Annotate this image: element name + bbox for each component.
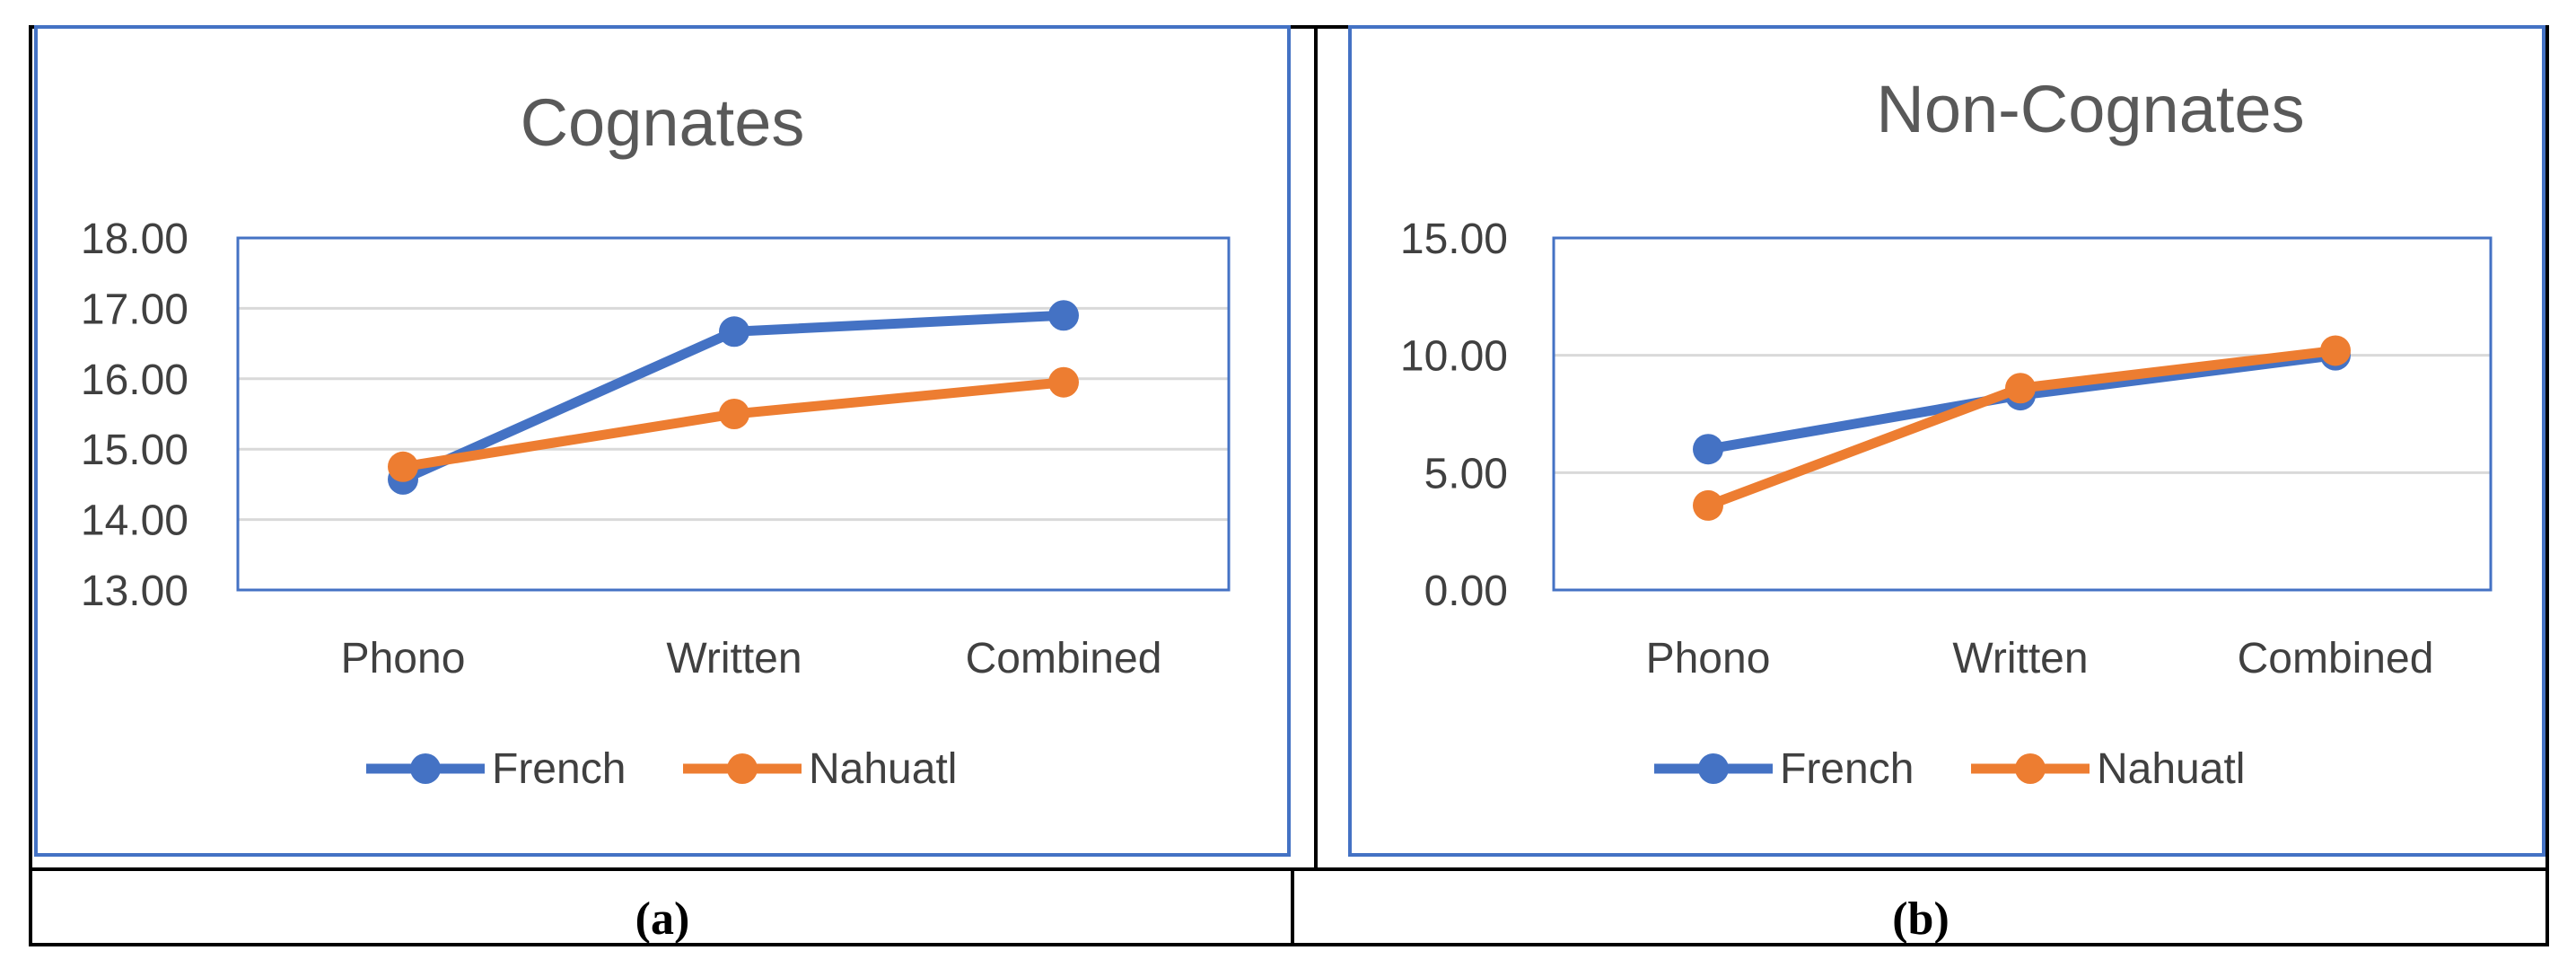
legend-marker-nahuatl xyxy=(2015,753,2046,784)
y-tick-label: 15.00 xyxy=(81,427,188,474)
data-point-nahuatl xyxy=(719,399,749,429)
y-tick-label: 18.00 xyxy=(81,216,188,263)
y-tick-label: 5.00 xyxy=(1424,450,1508,497)
x-tick-labels: Phono Written Combined xyxy=(1646,635,2434,682)
y-tick-labels: 0.00 5.00 10.00 15.00 xyxy=(1400,216,1508,615)
chart-frame-a xyxy=(34,25,1291,857)
legend-label-nahuatl: Nahuatl xyxy=(2097,745,2245,793)
data-point-nahuatl xyxy=(1693,489,1723,521)
plot-area xyxy=(1552,236,2493,592)
x-tick-label: Phono xyxy=(1646,635,1771,682)
y-tick-label: 14.00 xyxy=(81,497,188,545)
chart-frame-b xyxy=(1348,25,2545,857)
data-point-french xyxy=(719,316,749,348)
legend: French Nahuatl xyxy=(366,745,957,793)
data-point-nahuatl xyxy=(388,451,418,482)
y-tick-label: 10.00 xyxy=(1400,333,1508,381)
legend-label-french: French xyxy=(492,745,626,793)
chart-b: Non-Cognates 0.00 5.00 10.00 15.00 Phono Wr… xyxy=(1400,72,2493,793)
y-tick-label: 16.00 xyxy=(81,356,188,404)
y-tick-label: 13.00 xyxy=(81,568,188,615)
chart-title: Non-Cognates xyxy=(1876,72,2304,146)
data-point-french xyxy=(1693,434,1723,465)
x-tick-label: Written xyxy=(1952,635,2088,682)
y-tick-labels: 13.00 14.00 15.00 16.00 17.00 18.00 xyxy=(81,216,188,615)
chart-title: Cognates xyxy=(521,85,805,160)
legend-marker-nahuatl xyxy=(727,753,758,784)
legend-label-french: French xyxy=(1780,745,1914,793)
legend-marker-french xyxy=(410,753,441,784)
data-point-nahuatl xyxy=(2005,373,2036,404)
x-tick-label: Phono xyxy=(341,635,466,682)
x-tick-label: Combined xyxy=(966,635,1162,682)
data-point-nahuatl xyxy=(2320,335,2351,366)
caption-a: (a) xyxy=(635,893,690,945)
caption-b: (b) xyxy=(1892,893,1950,945)
chart-a: Cognates 13.0014.0015.0016.0017.0018.00 … xyxy=(81,85,1231,793)
series-group xyxy=(388,300,1079,495)
y-tick-label: 0.00 xyxy=(1424,568,1508,615)
y-tick-label: 17.00 xyxy=(81,286,188,333)
x-tick-label: Written xyxy=(666,635,802,682)
y-tick-label: 15.00 xyxy=(1400,216,1508,263)
x-tick-labels: Phono Written Combined xyxy=(341,635,1162,682)
x-tick-label: Combined xyxy=(2238,635,2434,682)
data-point-nahuatl xyxy=(1048,366,1079,398)
data-point-french xyxy=(1048,300,1079,331)
legend-label-nahuatl: Nahuatl xyxy=(809,745,957,793)
plot-area xyxy=(236,236,1231,592)
series-group xyxy=(1693,335,2351,521)
legend: French Nahuatl xyxy=(1654,745,2245,793)
legend-marker-french xyxy=(1698,753,1729,784)
